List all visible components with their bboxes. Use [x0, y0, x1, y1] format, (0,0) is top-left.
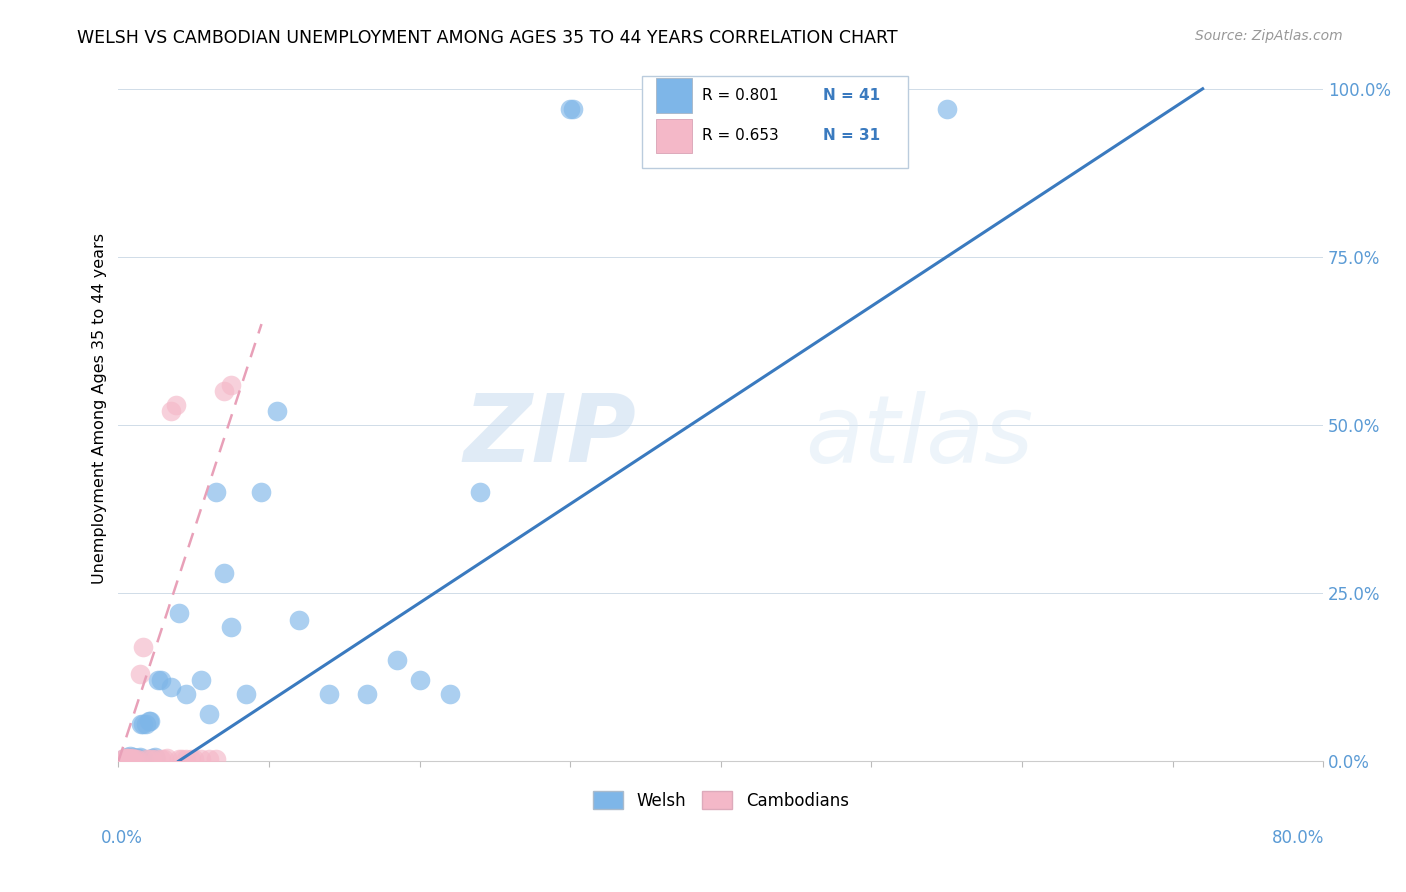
Point [120, 749, 142, 764]
Point [111, 752, 134, 766]
Point [439, 687, 461, 701]
Text: R = 0.653: R = 0.653 [702, 128, 779, 144]
Point [115, 750, 138, 764]
Point [205, 485, 228, 500]
Point [250, 485, 273, 500]
Text: ZIP: ZIP [464, 391, 637, 483]
Point [356, 687, 378, 701]
Point [120, 752, 142, 766]
Point [125, 752, 148, 766]
Point [131, 717, 153, 731]
Point [205, 752, 228, 766]
Point [114, 750, 136, 764]
Point [562, 102, 585, 116]
Point [138, 752, 160, 766]
Point [127, 750, 149, 764]
Point [183, 752, 205, 766]
Text: N = 31: N = 31 [823, 128, 880, 144]
Point [170, 752, 193, 766]
Text: R = 0.801: R = 0.801 [702, 88, 778, 103]
Point [212, 384, 235, 399]
Point [111, 752, 134, 766]
FancyBboxPatch shape [655, 119, 692, 153]
Point [124, 751, 146, 765]
Text: 0.0%: 0.0% [101, 829, 143, 847]
Point [141, 752, 163, 766]
Point [121, 752, 143, 766]
Point [167, 752, 190, 766]
Y-axis label: Unemployment Among Ages 35 to 44 years: Unemployment Among Ages 35 to 44 years [93, 233, 107, 583]
Point [141, 750, 163, 764]
Point [468, 485, 491, 500]
Text: WELSH VS CAMBODIAN UNEMPLOYMENT AMONG AGES 35 TO 44 YEARS CORRELATION CHART: WELSH VS CAMBODIAN UNEMPLOYMENT AMONG AG… [77, 29, 898, 46]
Point [221, 619, 243, 633]
Point [212, 566, 235, 580]
Point [160, 404, 183, 418]
Point [198, 752, 221, 766]
Point [145, 752, 167, 766]
Point [190, 752, 212, 766]
Point [198, 706, 221, 721]
Text: N = 41: N = 41 [823, 88, 880, 103]
Point [149, 752, 172, 766]
Point [167, 606, 190, 620]
Text: Source: ZipAtlas.com: Source: ZipAtlas.com [1195, 29, 1343, 43]
Point [131, 640, 153, 654]
Point [128, 750, 150, 764]
Point [124, 752, 146, 766]
Point [132, 752, 155, 766]
Point [318, 687, 340, 701]
Point [560, 102, 582, 116]
Point [117, 751, 139, 765]
Point [129, 717, 152, 731]
Point [122, 752, 145, 766]
Point [138, 714, 160, 728]
Point [118, 751, 141, 765]
Point [122, 750, 145, 764]
Point [152, 752, 174, 766]
Point [135, 752, 157, 766]
Legend: Welsh, Cambodians: Welsh, Cambodians [586, 784, 855, 816]
Point [121, 751, 143, 765]
Point [139, 714, 162, 728]
Point [160, 680, 183, 694]
Text: atlas: atlas [806, 391, 1033, 482]
Point [149, 673, 172, 688]
Text: 80.0%: 80.0% [1272, 829, 1324, 847]
Point [190, 673, 212, 688]
Point [128, 666, 150, 681]
Point [221, 377, 243, 392]
Point [156, 751, 179, 765]
Point [146, 673, 169, 688]
FancyBboxPatch shape [655, 78, 692, 113]
Point [288, 613, 311, 627]
Point [174, 752, 197, 766]
Point [115, 750, 138, 764]
Point [180, 752, 202, 766]
FancyBboxPatch shape [643, 77, 907, 168]
Point [385, 653, 408, 667]
Point [408, 673, 430, 688]
Point [165, 398, 187, 412]
Point [118, 750, 141, 764]
Point [235, 687, 257, 701]
Point [174, 687, 197, 701]
Point [135, 717, 157, 731]
Point [935, 102, 957, 116]
Point [143, 750, 166, 764]
Point [266, 404, 288, 418]
Point [117, 750, 139, 764]
